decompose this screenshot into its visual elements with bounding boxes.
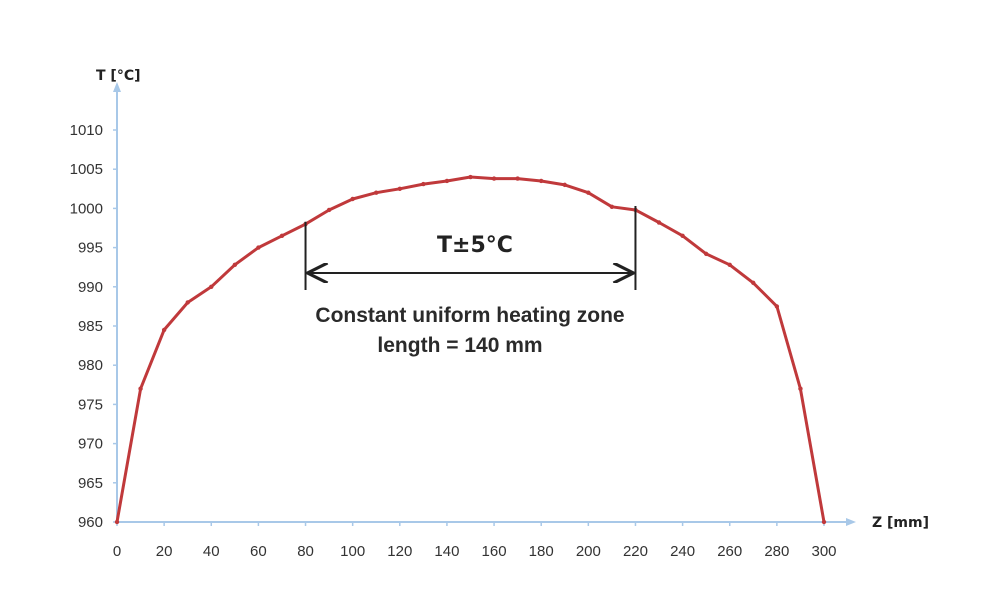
x-tick-label: 140 [434,543,459,560]
data-point [185,300,190,305]
y-tick-label: 965 [78,475,103,492]
x-tick-label: 300 [811,543,836,560]
data-points [114,174,827,525]
y-tick-label: 1010 [70,122,103,139]
x-tick-label: 180 [529,543,554,560]
zone-label-line1: Constant uniform heating zone [315,304,624,327]
x-tick-label: 120 [387,543,412,560]
x-axis-arrowhead [846,518,856,526]
data-point [397,186,402,191]
data-point [491,176,497,181]
data-point [279,233,285,239]
data-point [350,196,355,202]
x-tick-label: 240 [670,543,695,560]
x-tick-label: 60 [250,543,267,560]
data-point [468,174,473,180]
data-point [161,327,167,333]
data-point [821,519,827,525]
x-axis-title: Z [mm] [872,515,929,531]
x-tick-label: 0 [113,543,121,560]
data-point [374,190,379,195]
data-point [798,386,803,391]
y-tick-label: 990 [78,279,103,296]
y-tick-label: 980 [78,357,103,374]
data-point [256,245,261,250]
x-tick-label: 100 [340,543,365,560]
data-point [232,262,238,268]
data-point [138,386,143,391]
data-point [562,182,567,188]
data-point [444,178,450,184]
tolerance-label: T±5°C [437,233,513,258]
data-point [515,176,520,181]
x-tick-label: 80 [297,543,314,560]
y-tick-label: 960 [78,514,103,531]
data-point [727,262,732,268]
y-axis-arrowhead [113,82,121,92]
data-point [539,178,544,184]
y-tick-label: 1005 [70,161,103,178]
y-tick-label: 995 [78,240,103,257]
x-tick-label: 20 [156,543,173,560]
data-point [421,181,426,187]
x-tick-label: 220 [623,543,648,560]
y-tick-label: 970 [78,436,103,453]
data-point [774,304,780,309]
y-tick-label: 1000 [70,200,103,217]
data-point [680,233,685,239]
zone-label-line2: length = 140 mm [377,334,542,357]
x-tick-label: 280 [764,543,789,560]
data-point [751,280,756,286]
data-point [656,220,662,225]
y-tick-label: 985 [78,318,103,335]
x-tick-group: 0 20 40 60 80 100 120 140 160 180 200 220 240 260 280 3… [113,522,837,560]
y-axis-title: T [°C] [96,68,141,84]
y-tick-label: 975 [78,396,103,413]
data-point [586,190,591,195]
uniform-zone-annotation: T±5°C Constant uniform heating zone leng… [304,206,637,357]
x-tick-label: 260 [717,543,742,560]
y-tick-group: 960 965 970 975 980 985 990 995 1000 1005 1010 [70,122,117,531]
x-tick-label: 160 [482,543,507,560]
x-tick-label: 200 [576,543,601,560]
data-point [209,284,214,289]
data-point [326,207,332,213]
data-point [114,519,120,525]
data-point [609,204,615,210]
x-tick-label: 40 [203,543,220,560]
data-point [703,251,709,257]
